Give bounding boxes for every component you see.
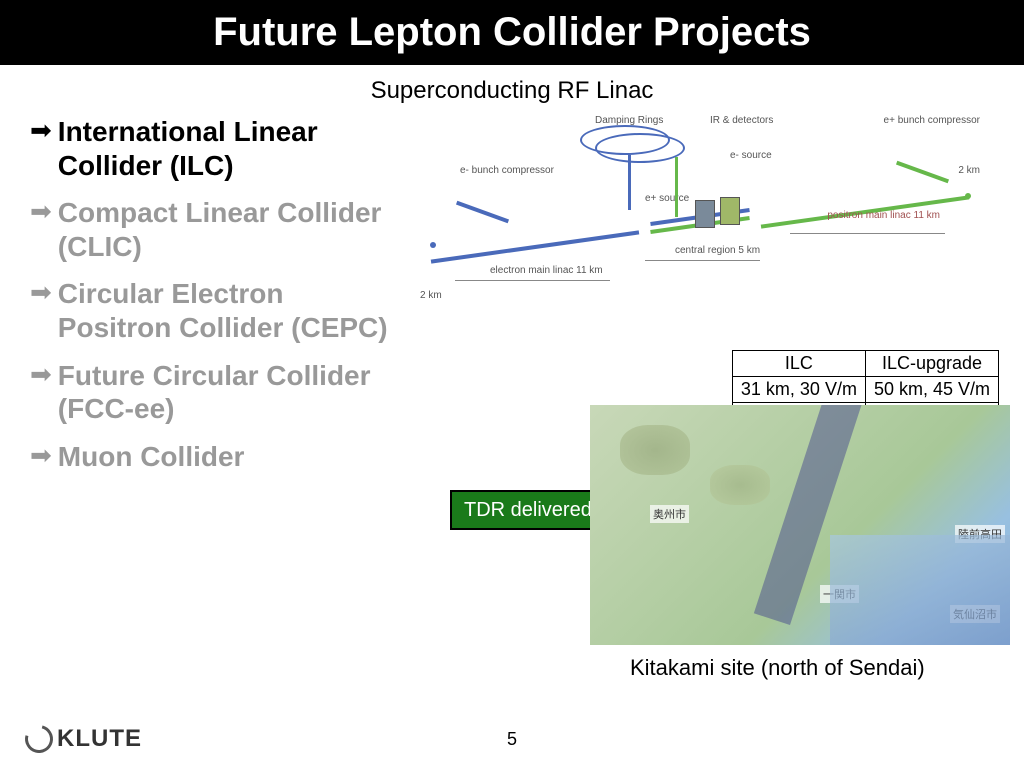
bullet-list: ➡ International Linear Collider (ILC) ➡ … bbox=[0, 115, 410, 487]
site-caption: Kitakami site (north of Sendai) bbox=[630, 655, 925, 681]
label-central: central region 5 km bbox=[675, 245, 760, 256]
bullet-text: Muon Collider bbox=[58, 440, 245, 474]
dim-e bbox=[455, 280, 610, 281]
bullet-text: Circular Electron Positron Collider (CEP… bbox=[58, 277, 400, 344]
label-eplus-src: e+ source bbox=[645, 193, 689, 204]
linac-end-r bbox=[965, 193, 971, 199]
footer-logo-text: KLUTE bbox=[57, 725, 142, 753]
table-row: 31 km, 30 V/m 50 km, 45 V/m bbox=[732, 377, 998, 403]
terrain bbox=[620, 425, 690, 475]
figure-area: Damping Rings IR & detectors e+ bunch co… bbox=[410, 115, 1024, 487]
ocean bbox=[830, 535, 1010, 645]
arrow-icon: ➡ bbox=[30, 277, 52, 308]
damping-ring-2 bbox=[595, 133, 685, 163]
arrow-icon: ➡ bbox=[30, 440, 52, 471]
ring-conn-2 bbox=[675, 157, 678, 217]
arrow-icon: ➡ bbox=[30, 196, 52, 227]
bullet-cepc: ➡ Circular Electron Positron Collider (C… bbox=[30, 277, 400, 344]
cell: 50 km, 45 V/m bbox=[865, 377, 998, 403]
header-ilc-upgrade: ILC-upgrade bbox=[865, 351, 998, 377]
swirl-icon bbox=[20, 720, 58, 758]
table-row: ILC ILC-upgrade bbox=[732, 351, 998, 377]
bullet-text: Future Circular Collider (FCC-ee) bbox=[58, 359, 400, 426]
p-comp-line bbox=[896, 161, 949, 184]
arrow-icon: ➡ bbox=[30, 115, 52, 146]
label-2km-l: 2 km bbox=[420, 290, 442, 301]
dim-p bbox=[790, 233, 945, 234]
map-label: 奥州市 bbox=[650, 505, 689, 523]
content-row: ➡ International Linear Collider (ILC) ➡ … bbox=[0, 115, 1024, 487]
bullet-fcc: ➡ Future Circular Collider (FCC-ee) bbox=[30, 359, 400, 426]
site-map: 奥州市 一関市 気仙沼市 陸前高田 bbox=[590, 405, 1010, 645]
detector-2 bbox=[720, 197, 740, 225]
label-2km-r: 2 km bbox=[958, 165, 980, 176]
bullet-text: International Linear Collider (ILC) bbox=[58, 115, 400, 182]
bullet-ilc: ➡ International Linear Collider (ILC) bbox=[30, 115, 400, 182]
label-eminus-comp: e- bunch compressor bbox=[460, 165, 554, 176]
electron-linac bbox=[431, 230, 640, 263]
detector-1 bbox=[695, 200, 715, 228]
bullet-clic: ➡ Compact Linear Collider (CLIC) bbox=[30, 196, 400, 263]
dim-c bbox=[645, 260, 760, 261]
bullet-text: Compact Linear Collider (CLIC) bbox=[58, 196, 400, 263]
label-ir: IR & detectors bbox=[710, 115, 773, 126]
linac-end-l bbox=[430, 242, 436, 248]
e-comp-line bbox=[456, 201, 509, 224]
label-damping: Damping Rings bbox=[595, 115, 663, 126]
arrow-icon: ➡ bbox=[30, 359, 52, 390]
slide-subtitle: Superconducting RF Linac bbox=[0, 77, 1024, 105]
label-p-linac: positron main linac 11 km bbox=[827, 210, 940, 221]
cell: 31 km, 30 V/m bbox=[732, 377, 865, 403]
slide-title: Future Lepton Collider Projects bbox=[0, 0, 1024, 65]
footer-logo-area: KLUTE bbox=[25, 725, 142, 753]
ilc-schematic: Damping Rings IR & detectors e+ bunch co… bbox=[420, 115, 980, 325]
page-number: 5 bbox=[507, 729, 517, 750]
ring-conn-1 bbox=[628, 155, 631, 210]
terrain bbox=[710, 465, 770, 505]
label-e-linac: electron main linac 11 km bbox=[490, 265, 603, 276]
bullet-muon: ➡ Muon Collider bbox=[30, 440, 400, 474]
header-ilc: ILC bbox=[732, 351, 865, 377]
label-eplus-comp: e+ bunch compressor bbox=[884, 115, 980, 126]
label-eminus-src: e- source bbox=[730, 150, 772, 161]
